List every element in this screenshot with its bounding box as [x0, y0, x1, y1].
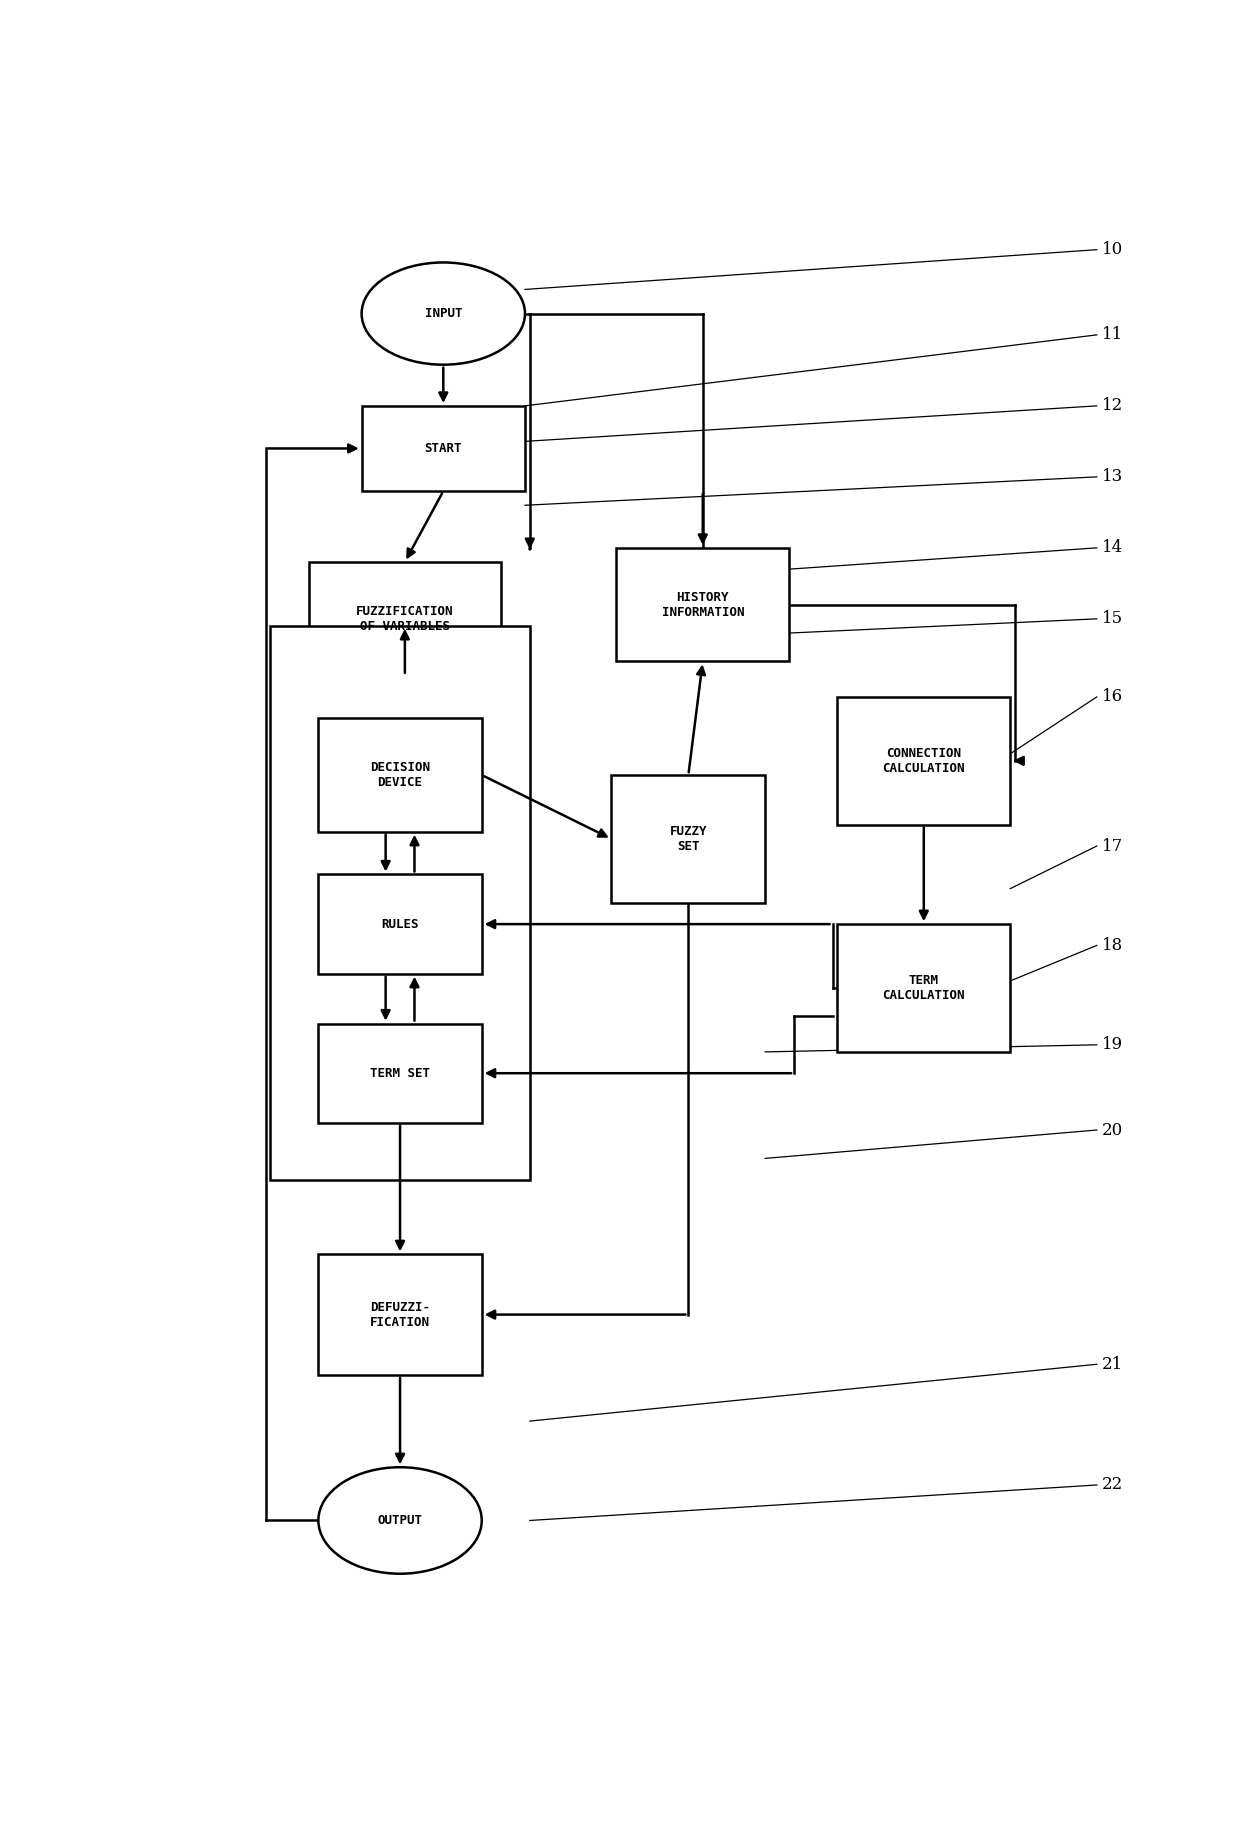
FancyBboxPatch shape: [319, 717, 481, 832]
Text: 16: 16: [1101, 688, 1122, 706]
Text: 22: 22: [1101, 1477, 1123, 1494]
Text: HISTORY
INFORMATION: HISTORY INFORMATION: [661, 590, 744, 618]
Text: 18: 18: [1101, 937, 1123, 953]
Text: RULES: RULES: [382, 918, 419, 931]
Text: 14: 14: [1101, 538, 1123, 557]
Text: CONNECTION
CALCULATION: CONNECTION CALCULATION: [883, 747, 965, 774]
Text: 11: 11: [1101, 326, 1123, 343]
FancyBboxPatch shape: [319, 1023, 481, 1123]
FancyBboxPatch shape: [270, 625, 529, 1180]
Text: DECISION
DEVICE: DECISION DEVICE: [370, 762, 430, 789]
Text: FUZZY
SET: FUZZY SET: [670, 824, 707, 854]
FancyBboxPatch shape: [362, 406, 525, 491]
Text: OUTPUT: OUTPUT: [377, 1514, 423, 1527]
Text: 10: 10: [1101, 242, 1123, 258]
FancyBboxPatch shape: [837, 697, 1011, 824]
Ellipse shape: [362, 262, 525, 365]
Text: 13: 13: [1101, 468, 1123, 485]
Text: 21: 21: [1101, 1355, 1123, 1372]
FancyBboxPatch shape: [611, 774, 765, 904]
FancyBboxPatch shape: [319, 874, 481, 974]
Text: TERM SET: TERM SET: [370, 1066, 430, 1081]
Ellipse shape: [319, 1468, 481, 1573]
Text: DEFUZZI-
FICATION: DEFUZZI- FICATION: [370, 1300, 430, 1328]
Text: INPUT: INPUT: [424, 308, 463, 321]
Text: FUZZIFICATION
OF VARIABLES: FUZZIFICATION OF VARIABLES: [356, 605, 454, 632]
FancyBboxPatch shape: [309, 562, 501, 675]
Text: START: START: [424, 443, 463, 455]
Text: 17: 17: [1101, 837, 1123, 854]
Text: TERM
CALCULATION: TERM CALCULATION: [883, 974, 965, 1001]
Text: 20: 20: [1101, 1121, 1123, 1138]
FancyBboxPatch shape: [837, 924, 1011, 1051]
Text: 15: 15: [1101, 610, 1122, 627]
Text: 12: 12: [1101, 396, 1123, 415]
FancyBboxPatch shape: [319, 1254, 481, 1376]
FancyBboxPatch shape: [616, 548, 789, 662]
Text: 19: 19: [1101, 1036, 1122, 1053]
